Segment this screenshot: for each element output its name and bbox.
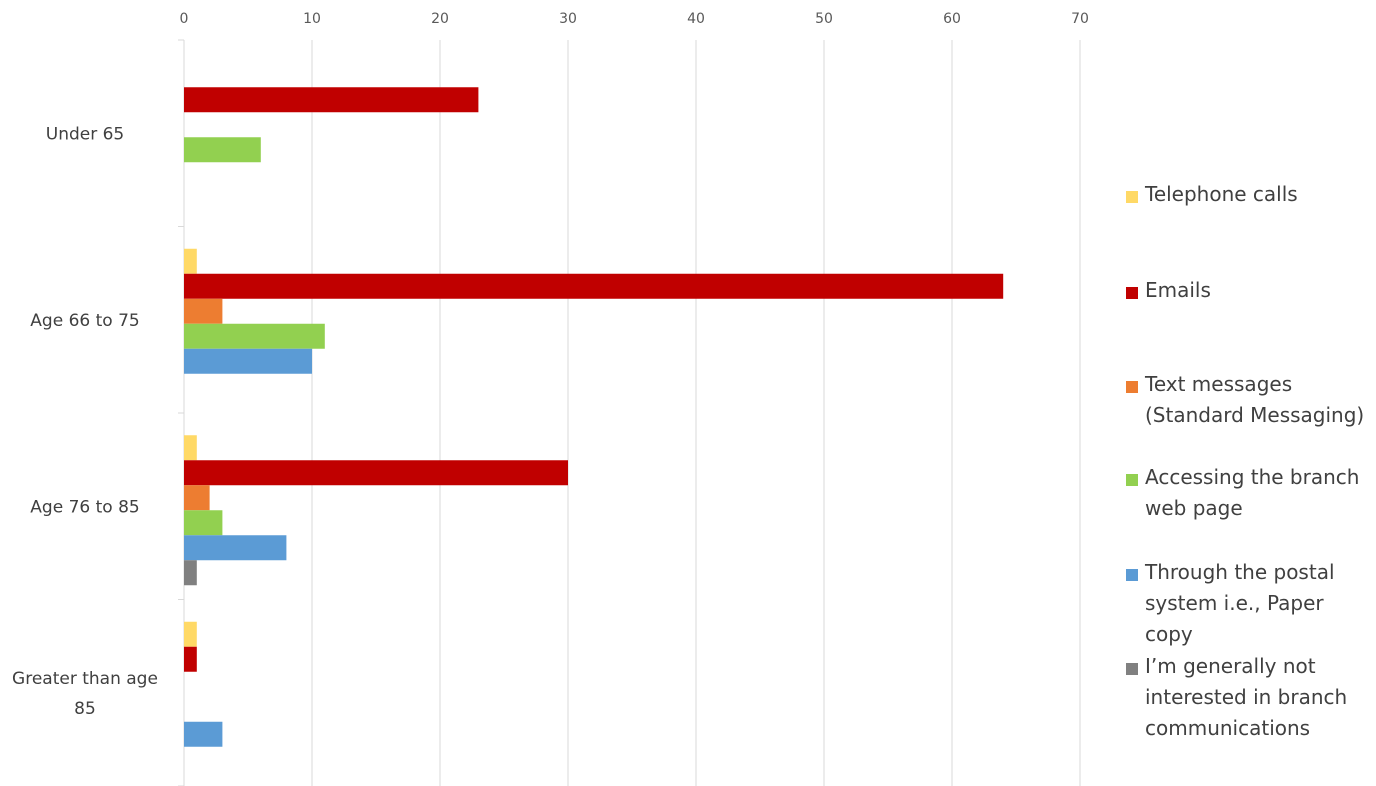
- x-tick-label: 60: [943, 11, 961, 27]
- bar: [184, 535, 287, 561]
- bar: [184, 485, 210, 511]
- legend-item-postal-system: Through the postal system i.e., Paper co…: [1126, 560, 1335, 650]
- legend-item-text-messages: Text messages (Standard Messaging): [1126, 372, 1364, 431]
- category-label: Age 66 to 75: [30, 311, 139, 331]
- bar: [184, 721, 223, 747]
- legend-item-not-interested: I’m generally not interested in branch c…: [1126, 654, 1347, 744]
- legend-swatch: [1126, 474, 1138, 486]
- bar: [184, 137, 261, 163]
- x-tick-label: 40: [687, 11, 705, 27]
- legend-item-branch-web-page: Accessing the branch web page: [1126, 465, 1359, 524]
- bar: [184, 273, 1004, 299]
- legend-item-emails: Emails: [1126, 278, 1211, 306]
- legend-item-telephone-calls: Telephone calls: [1126, 182, 1298, 210]
- legend-label: Accessing the branch web page: [1145, 465, 1360, 520]
- category-label: Under 65: [46, 124, 125, 144]
- bar: [184, 435, 197, 461]
- legend-swatch: [1126, 191, 1138, 203]
- bar: [184, 560, 197, 586]
- legend-label: Emails: [1145, 278, 1211, 302]
- bar: [184, 323, 325, 349]
- bar: [184, 621, 197, 647]
- bar: [184, 298, 223, 324]
- legend-label: Telephone calls: [1145, 182, 1298, 206]
- gridlines: [178, 39, 1081, 786]
- x-tick-label: 0: [180, 11, 189, 27]
- legend-label: I’m generally not interested in branch c…: [1145, 654, 1348, 740]
- category-axis-labels: Under 65 Age 66 to 75 Age 76 to 85 Greater …: [12, 124, 158, 719]
- legend-swatch: [1126, 381, 1138, 393]
- category-label: Greater than age 85: [12, 669, 158, 719]
- bar: [184, 348, 312, 374]
- bar: [184, 87, 479, 113]
- category-label: Age 76 to 85: [30, 497, 139, 517]
- bar: [184, 248, 197, 274]
- bars: [184, 87, 1004, 747]
- bar: [184, 460, 568, 486]
- x-tick-label: 50: [815, 11, 833, 27]
- bar: [184, 510, 223, 536]
- legend-label: Through the postal system i.e., Paper co…: [1145, 560, 1335, 646]
- bar-chart: 0 10 20 30 40 50 60 70 Under 65 Age 66 to 75 Age …: [12, 11, 1089, 786]
- legend: Telephone calls Emails Text messages (St…: [1126, 0, 1376, 786]
- bar: [184, 646, 197, 672]
- x-tick-label: 70: [1071, 11, 1089, 27]
- x-tick-label: 20: [431, 11, 449, 27]
- legend-swatch: [1126, 569, 1138, 581]
- legend-label: Text messages (Standard Messaging): [1145, 372, 1365, 427]
- x-axis-ticks: 0 10 20 30 40 50 60 70: [180, 11, 1089, 27]
- legend-swatch: [1126, 287, 1138, 299]
- x-tick-label: 30: [559, 11, 577, 27]
- legend-swatch: [1126, 663, 1138, 675]
- x-tick-label: 10: [303, 11, 321, 27]
